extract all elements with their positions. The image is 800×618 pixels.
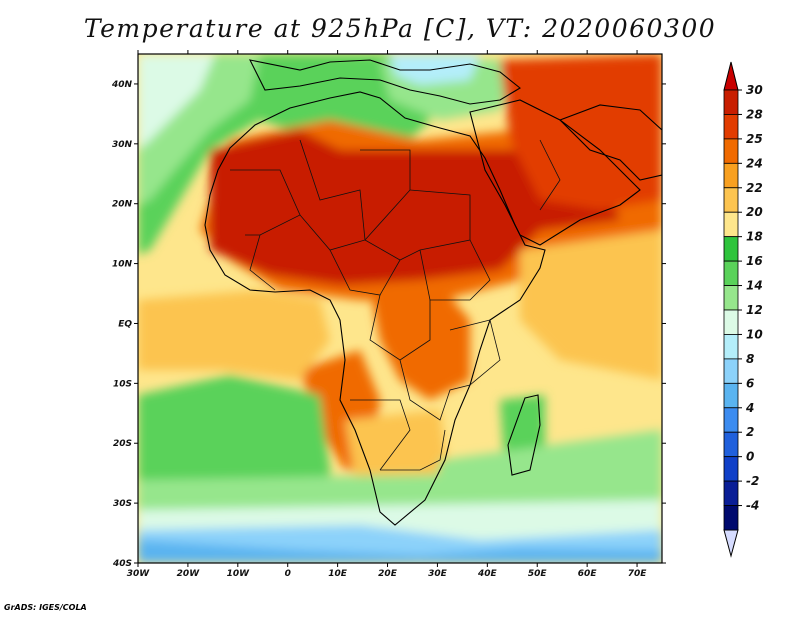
y-tick-label: 40N — [111, 80, 133, 90]
colorbar-swatch — [723, 89, 739, 115]
colorbar-swatch — [723, 138, 739, 164]
temperature-field — [138, 54, 662, 563]
x-tick-label: 20W — [177, 569, 201, 579]
x-tick-label: 0 — [285, 569, 291, 579]
colorbar-label: 4 — [745, 401, 754, 415]
colorbar-swatch — [723, 505, 739, 531]
field-arabian-sea-orange — [520, 230, 662, 380]
colorbar-swatch — [723, 334, 739, 360]
colorbar-swatch — [723, 114, 739, 140]
colorbar-swatch — [723, 480, 739, 506]
colorbar-swatch — [723, 456, 739, 482]
y-axis: 40N 30N 20N 10N EQ 10S 20S 30S 40S — [111, 80, 666, 569]
colorbar-swatch — [723, 407, 739, 433]
field-sahara-red — [210, 130, 620, 285]
colorbar-swatch — [723, 211, 739, 238]
colorbar-swatch — [723, 285, 739, 311]
colorbar-label: 24 — [746, 156, 763, 170]
x-tick-label: 20E — [378, 569, 398, 579]
y-tick-label: 20S — [113, 439, 132, 449]
coastline-arabia — [469, 99, 641, 246]
coastline-madagascar — [507, 394, 541, 476]
colorbar-swatch — [723, 309, 739, 335]
colorbar-label: 30 — [746, 83, 763, 97]
colorbar-label: 0 — [746, 450, 754, 464]
x-tick-label: 60E — [578, 569, 598, 579]
colorbar-label: 28 — [746, 107, 763, 121]
y-tick-label: 10N — [112, 260, 133, 270]
colorbar-label: 2 — [746, 425, 754, 439]
y-tick-label: EQ — [118, 319, 132, 329]
colorbar-swatch — [723, 236, 739, 262]
colorbar-swatch — [723, 431, 739, 458]
colorbar-label: 18 — [746, 230, 763, 244]
colorbar-label: 6 — [746, 376, 754, 390]
colorbar-swatch — [723, 162, 739, 189]
colorbar-label: 22 — [746, 181, 763, 195]
colorbar-label: -4 — [746, 499, 759, 513]
country-borders — [230, 139, 561, 471]
colorbar-swatch — [723, 260, 739, 286]
colorbar-label: 10 — [746, 327, 763, 341]
x-tick-label: 30E — [428, 569, 448, 579]
y-tick-label: 30N — [112, 140, 133, 150]
x-tick-label: 10E — [328, 569, 348, 579]
coastline-iran-india — [559, 104, 662, 181]
plot-frame — [137, 53, 663, 564]
colorbar-label: 14 — [746, 279, 763, 293]
x-tick-label: 70E — [628, 569, 648, 579]
colorbar-label: 8 — [746, 352, 754, 366]
field-north-atlantic-cyan — [138, 54, 215, 150]
x-tick-label: 40E — [477, 569, 498, 579]
colorbar-swatch — [723, 382, 739, 409]
colorbar-bottom-arrow — [723, 529, 739, 558]
field-southwest-blue — [138, 540, 662, 563]
coastlines — [204, 59, 662, 526]
x-axis: 30W 20W 10W 0 10E 20E 30E 40E 50E 60E 70E — [127, 50, 647, 579]
y-tick-label: 20N — [112, 200, 133, 210]
y-tick-label: 40S — [112, 559, 132, 569]
credit-label: GrADS: IGES/COLA — [4, 603, 87, 612]
y-tick-label: 10S — [113, 379, 132, 389]
field-central-africa-orange — [370, 285, 470, 400]
colorbar-top-arrow — [723, 61, 739, 91]
colorbar-swatch — [723, 187, 739, 213]
colorbar-label: -2 — [746, 474, 759, 488]
field-gulf-guinea-gold — [138, 290, 330, 380]
map-title: Temperature at 925hPa [C], VT: 202006030… — [83, 14, 717, 43]
x-tick-label: 10W — [227, 569, 251, 579]
colorbar-label: 25 — [746, 132, 763, 146]
coastline-europe — [249, 59, 521, 105]
colorbar-label: 12 — [746, 303, 763, 317]
x-tick-label: 30W — [127, 569, 151, 579]
x-tick-label: 50E — [528, 569, 548, 579]
coastline-africa — [204, 91, 546, 526]
colorbar-label: 20 — [746, 205, 763, 219]
colorbar-label: 16 — [746, 254, 763, 268]
y-tick-label: 30S — [113, 499, 132, 509]
colorbar-swatch — [723, 358, 739, 384]
